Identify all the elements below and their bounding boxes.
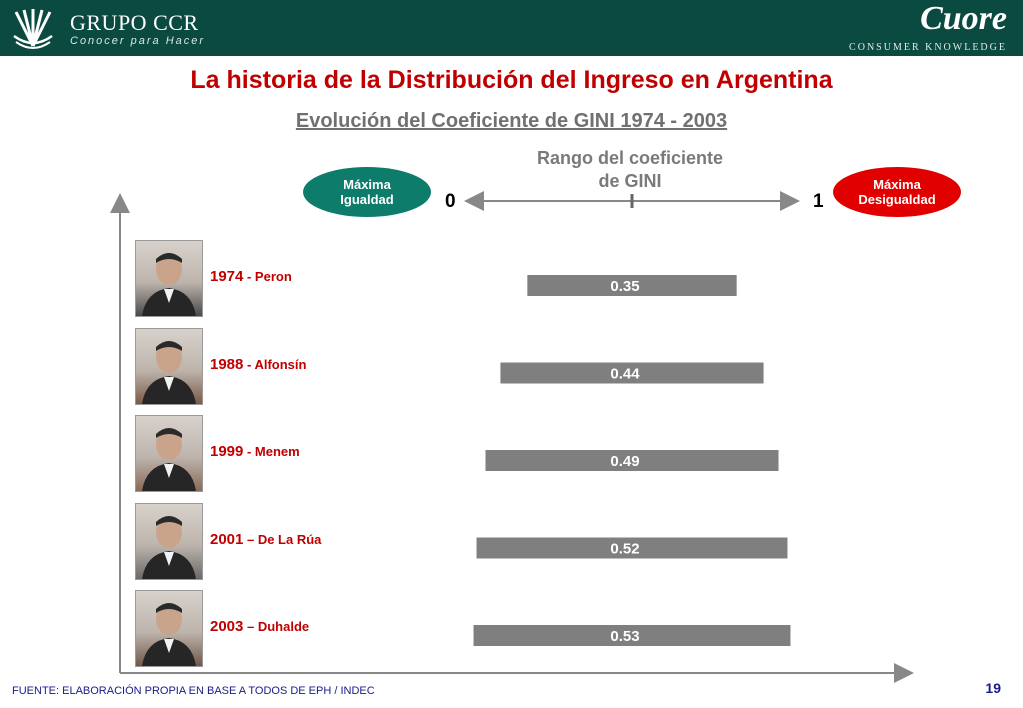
row-president-name: - Peron: [243, 269, 292, 284]
partner-logo: Cuore: [920, 0, 1007, 37]
person-icon: [142, 603, 196, 666]
gini-value-label-1974: 0.35: [610, 278, 639, 295]
grupo-ccr-logo-icon: [13, 9, 53, 49]
gini-range-label-line1: Rango del coeficiente: [536, 148, 724, 168]
page-number: 19: [985, 680, 1001, 696]
brand-tagline: Conocer para Hacer: [70, 35, 206, 47]
max-equality-line2: Igualdad: [340, 192, 394, 207]
portrait-2001: [135, 502, 203, 580]
row-label-1974: 1974 - Peron: [210, 268, 292, 286]
row-president-name: – De La Rúa: [243, 531, 322, 547]
gini-bar-2003: [473, 625, 791, 646]
row-president-name: - Menem: [243, 444, 300, 459]
gini-range-label-line2: de GINI: [598, 171, 662, 191]
page-subtitle: Evolución del Coeficiente de GINI 1974 -…: [295, 110, 728, 132]
gini-range-label: Rango del coeficiente de GINI: [505, 147, 755, 193]
max-inequality-line2: Desigualdad: [858, 192, 936, 207]
gini-bar-1974: [527, 275, 737, 296]
row-year: 1974: [210, 268, 244, 285]
person-icon: [142, 340, 196, 404]
range-max-label: 1: [813, 191, 824, 212]
max-equality-oval: Máxima Igualdad: [303, 167, 431, 217]
portrait-1999: [135, 415, 203, 492]
row-year: 1999: [210, 443, 244, 460]
brand-name: GRUPO CCR: [70, 10, 199, 35]
row-year: 1988: [210, 355, 244, 373]
max-inequality-oval: Máxima Desigualdad: [833, 167, 961, 217]
gini-bar-1999: [485, 450, 779, 471]
gini-bar-2001: [476, 537, 788, 559]
portrait-1974: [135, 240, 203, 317]
row-label-2003: 2003 – Duhalde: [210, 618, 309, 636]
row-label-1988: 1988 - Alfonsín: [210, 356, 306, 374]
row-president-name: – Duhalde: [243, 619, 310, 634]
partner-tagline: CONSUMER KNOWLEDGE: [849, 42, 1007, 53]
row-year: 2003: [210, 618, 244, 635]
bars-layer: 0.35 0.44 0.49 0.52 0.53: [473, 275, 791, 646]
portrait-1988: [135, 327, 203, 405]
person-icon: [142, 428, 196, 491]
portrait-2003: [135, 590, 203, 667]
max-inequality-line1: Máxima: [873, 177, 921, 192]
person-icon: [142, 515, 196, 579]
row-label-1999: 1999 - Menem: [210, 443, 300, 461]
gini-value-label-1988: 0.44: [610, 366, 640, 383]
gini-bar-1988: [500, 362, 764, 384]
max-equality-line1: Máxima: [343, 177, 391, 192]
row-year: 2001: [210, 530, 244, 548]
page-title: La historia de la Distribución del Ingre…: [190, 66, 833, 94]
source-footnote: FUENTE: ELABORACIÓN PROPIA EN BASE A TOD…: [12, 685, 375, 697]
person-icon: [142, 253, 196, 316]
row-label-2001: 2001 – De La Rúa: [210, 531, 321, 549]
row-president-name: - Alfonsín: [243, 356, 307, 372]
gini-value-label-1999: 0.49: [610, 453, 639, 470]
range-min-label: 0: [445, 191, 456, 212]
gini-value-label-2001: 0.52: [610, 541, 639, 558]
gini-value-label-2003: 0.53: [610, 628, 639, 645]
header-band: GRUPO CCR Conocer para Hacer Cuore CONSU…: [0, 0, 1023, 56]
